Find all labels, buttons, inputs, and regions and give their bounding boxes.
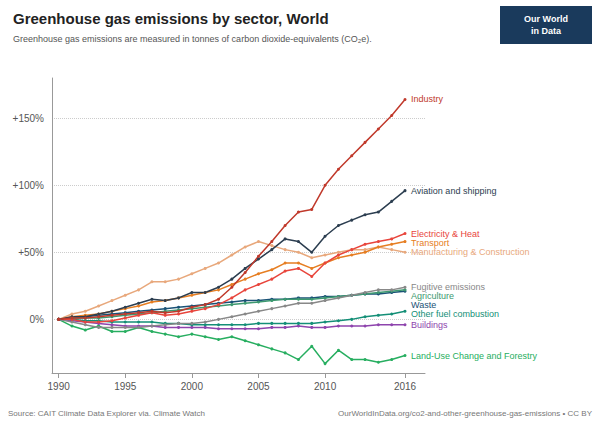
svg-text:in Data: in Data: [531, 26, 562, 36]
svg-text:2000: 2000: [181, 381, 204, 392]
svg-text:Greenhouse gas emissions are m: Greenhouse gas emissions are measured in…: [13, 34, 372, 44]
svg-text:2016: 2016: [394, 381, 417, 392]
svg-text:Buildings: Buildings: [411, 320, 448, 330]
svg-text:Transport: Transport: [411, 238, 450, 248]
svg-text:1995: 1995: [114, 381, 137, 392]
svg-text:2005: 2005: [247, 381, 270, 392]
svg-text:Land-Use Change and Forestry: Land-Use Change and Forestry: [411, 351, 538, 361]
svg-text:+50%: +50%: [18, 247, 44, 258]
svg-text:Other fuel combustion: Other fuel combustion: [411, 309, 499, 319]
svg-text:Source: CAIT Climate Data Expl: Source: CAIT Climate Data Explorer via. …: [8, 409, 205, 418]
svg-text:Greenhouse gas emissions by se: Greenhouse gas emissions by sector, Worl…: [13, 10, 329, 27]
svg-text:Industry: Industry: [411, 94, 444, 104]
svg-text:0%: 0%: [30, 314, 45, 325]
svg-text:Manufacturing & Construction: Manufacturing & Construction: [411, 247, 530, 257]
svg-text:OurWorldInData.org/co2-and-oth: OurWorldInData.org/co2-and-other-greenho…: [338, 409, 593, 418]
svg-text:+100%: +100%: [13, 180, 45, 191]
svg-text:Electricity & Heat: Electricity & Heat: [411, 229, 480, 239]
svg-text:Our World: Our World: [524, 14, 568, 24]
svg-text:2010: 2010: [314, 381, 337, 392]
svg-text:1990: 1990: [48, 381, 71, 392]
svg-text:Waste: Waste: [411, 300, 436, 310]
svg-text:Fugitive emissions: Fugitive emissions: [411, 282, 486, 292]
svg-text:Agriculture: Agriculture: [411, 291, 454, 301]
svg-text:+150%: +150%: [13, 113, 45, 124]
svg-text:Aviation and shipping: Aviation and shipping: [411, 186, 496, 196]
